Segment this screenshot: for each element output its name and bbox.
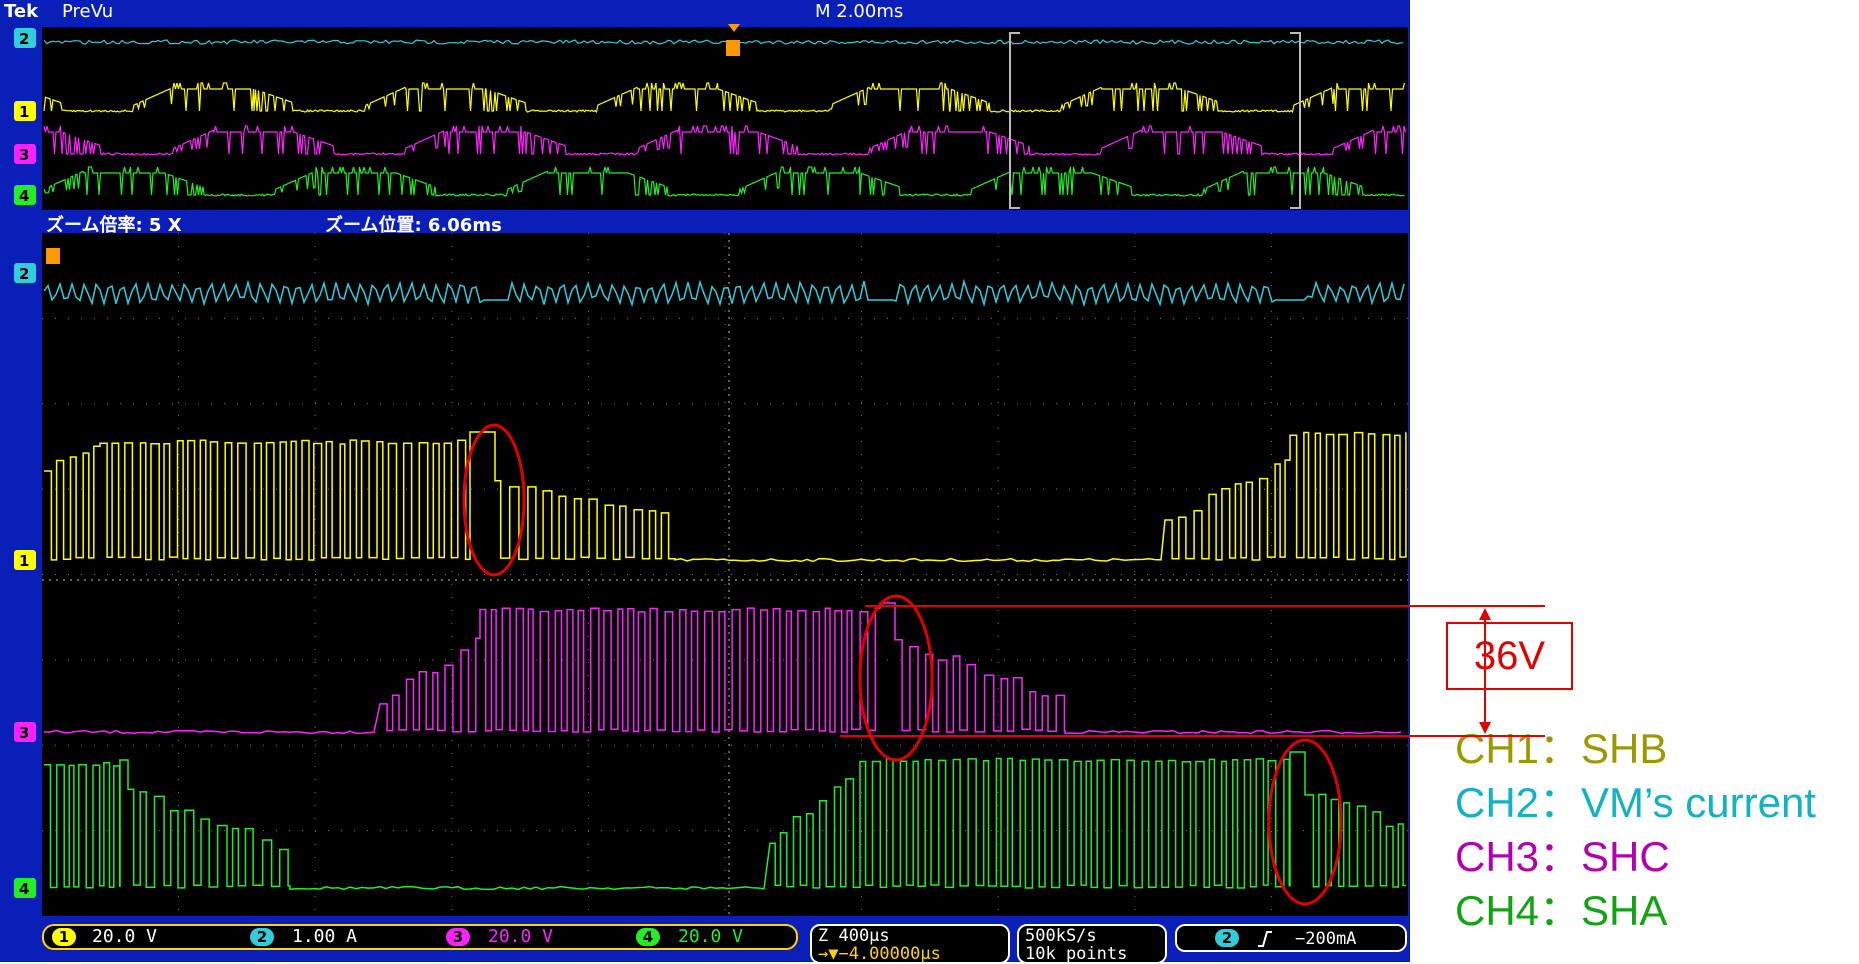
oscilloscope-screen: Tek PreVu M 2.00ms 2 1 3 4 2 1 3 4 ズーム倍率: 5 X ズ… [0,0,1410,964]
legend-ch2: CH2：VM’s current [1455,779,1816,826]
measure-arrow [1410,605,1545,737]
main-timebase: M 2.00ms [815,1,904,22]
zoom-panel [42,233,1408,916]
overview-ch1-trace [43,82,1406,114]
ch1-zoom-ground-marker-label: 1 [19,552,29,570]
trigger-offset: →▼−4.00000μs [818,944,941,964]
scope-top-bar: Tek PreVu M 2.00ms [0,0,1410,24]
ch4-overview-ground-marker-label: 4 [19,187,29,205]
ch2-zoom-ground-marker-label: 2 [19,265,29,283]
overview-ch3-trace [43,125,1407,156]
ch3-zoom-ground-marker-label: 3 [19,724,29,742]
legend-ch4: CH4：SHA [1455,887,1668,934]
ch2-scale: 1.00 A [292,926,358,947]
ch2-zoom-ground-marker[interactable] [14,263,36,283]
ch1-overview-ground-marker-label: 1 [19,103,29,121]
ch4-overview-ground-marker[interactable] [14,185,36,205]
ch1-zoom-ground-marker[interactable] [14,550,36,570]
trigger-readout[interactable]: 2 −200mA [1175,924,1407,952]
ch2-overview-ground-marker-label: 2 [19,30,29,48]
ch3-overview-ground-marker-label: 3 [19,146,29,164]
ch3-chip[interactable]: 3 [446,928,470,946]
zoom-ch3-trace [43,602,1402,735]
record-length: 10k points [1025,944,1128,964]
zoom-factor: ズーム倍率: 5 X [46,215,182,236]
highlight-ellipse [462,423,526,577]
zoom-window-right-bracket[interactable] [1290,32,1301,209]
ch2-overview-ground-marker[interactable] [14,28,36,48]
zoom-time: Z 400μs [818,926,890,946]
brand-label: Tek [4,1,39,22]
overview-panel [42,27,1408,210]
trigger-channel-chip: 2 [1215,929,1239,947]
zoom-time-readout[interactable]: Z 400μs →▼−4.00000μs [810,924,1010,964]
legend-ch3: CH3：SHC [1455,833,1670,880]
acquisition-readout[interactable]: 500kS/s 10k points [1017,924,1167,964]
ch1-overview-ground-marker[interactable] [14,101,36,121]
ch3-overview-ground-marker[interactable] [14,144,36,164]
ch3-zoom-ground-marker[interactable] [14,722,36,742]
trigger-position-icon [728,24,740,32]
zoom-info-bar: ズーム倍率: 5 X ズーム位置: 6.06ms [0,211,1410,236]
ch4-chip[interactable]: 4 [636,928,660,946]
zoom-ch1-trace [44,431,1407,563]
zoom-graticule [42,233,1408,916]
zoom-position: ズーム位置: 6.06ms [325,215,502,236]
sample-rate: 500kS/s [1025,926,1097,946]
channel-legend: CH1：SHB CH2：VM’s current CH3：SHC CH4：SHA [1455,722,1816,938]
trigger-level: −200mA [1295,929,1357,949]
rising-edge-icon [1258,931,1272,947]
zoom-ch4-trace [44,751,1406,891]
waveform-display: 2 1 3 4 2 1 3 4 [14,24,1410,916]
overview-ch2-trace [43,39,1404,45]
zoom-ch2-trace [43,278,1405,308]
ch3-scale: 20.0 V [488,926,554,947]
scope-status-bar: 1 20.0 V 2 1.00 A 3 20.0 V 4 20.0 V Z 40… [0,918,1410,964]
overview-trigger-marker[interactable] [726,40,740,56]
highlight-ellipse [1267,738,1343,906]
ch4-scale: 20.0 V [678,926,744,947]
ch2-chip[interactable]: 2 [250,928,274,946]
channel-scale-readout: 1 20.0 V 2 1.00 A 3 20.0 V 4 20.0 V [42,924,798,950]
ch4-zoom-ground-marker-label: 4 [19,880,29,898]
acquisition-mode: PreVu [62,1,114,22]
ch1-scale: 20.0 V [92,926,158,947]
zoom-window-left-bracket[interactable] [1009,32,1020,209]
voltage-annotation-box: 36V [1446,622,1573,690]
highlight-ellipse [858,594,934,762]
zoom-trigger-marker[interactable] [46,248,60,264]
overview-ch4-trace [43,166,1405,197]
ch4-zoom-ground-marker[interactable] [14,878,36,898]
legend-ch1: CH1：SHB [1455,725,1668,772]
ch1-chip[interactable]: 1 [52,928,76,946]
